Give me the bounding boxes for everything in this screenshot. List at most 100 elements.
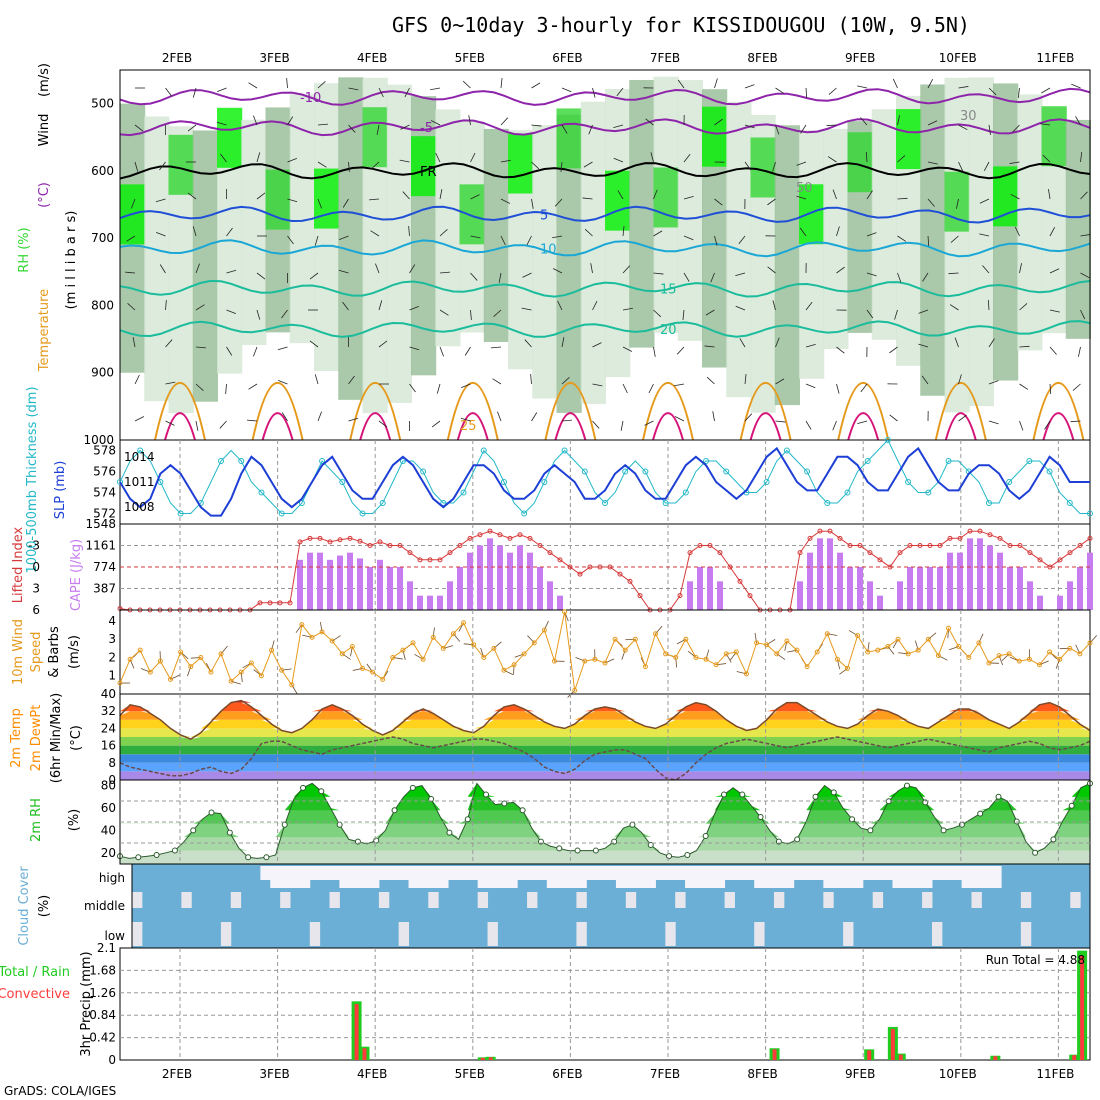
ylabel-wind-units: (m/s) [67,635,82,669]
li-point [997,535,1003,541]
cape-bar [557,595,563,610]
cape-bar [397,567,403,610]
wind-barb [650,152,654,163]
wind10m-point [339,651,345,657]
wind-barb [592,342,602,348]
rh2m-point [1068,802,1075,809]
cape-bar [827,538,833,610]
cloud-high-clear [319,866,331,880]
wind-barb [309,340,319,348]
contour-warm [837,381,890,441]
rh-band [1065,119,1091,339]
thickness-point [1046,468,1053,475]
ylabel-wind: Wind [37,114,52,147]
wind-barb [309,272,319,280]
li-point [897,550,903,556]
wind-barb [552,268,563,274]
wind10m-point [915,647,921,653]
wind-barb [342,198,349,208]
thickness-point [642,468,649,475]
cloud-high-clear [635,866,647,888]
rh2m-point [153,852,160,859]
wind-barb [317,411,322,422]
li-point [387,543,393,548]
cape-bar [907,567,913,610]
cape-tick: 1548 [85,517,116,531]
rh2m-point [245,854,252,861]
wind-barb [836,226,840,237]
wind10m-tick: 3 [108,632,116,646]
wind10m-point [784,638,790,644]
cloud-mid-clear [181,892,192,908]
cloud-high-clear [892,866,903,888]
cloud-high-clear [981,866,992,888]
date-tick-bottom: 3FEB [259,1067,289,1081]
wind10m-point [582,658,588,664]
date-tick-bottom: 7FEB [650,1067,680,1081]
wind10m-point [157,658,163,664]
wind-barb [554,198,563,207]
cape-bar [867,581,873,610]
wind-barb [256,192,266,200]
wind-barb [404,87,410,98]
wind-barb [799,227,807,237]
cloud-high-clear [290,866,301,888]
wind-barb [828,87,837,95]
wind-barb [348,161,350,172]
wind10m-point [531,640,537,646]
wind10m-point [824,631,830,637]
rh2m-point [757,813,764,820]
wind-barb [1080,272,1090,279]
rh2m-point [629,821,636,828]
thickness-tick: 576 [93,465,116,479]
wind10m-point [1026,656,1032,662]
wind-barb [805,420,812,430]
cloud-high-clear [457,866,469,880]
cape-bar [527,552,533,610]
cloud-high-clear [941,866,953,880]
wind10m-point [865,649,871,655]
li-point [557,557,563,563]
thickness-point [1006,479,1013,485]
wind-barb [287,235,294,245]
li-point [307,535,313,541]
wind-barb [439,189,443,200]
rh-moist [459,184,485,245]
pressure-tick: 1000 [83,433,114,447]
cape-bar [317,552,323,610]
rh2m-point [336,821,343,828]
wind-barb [470,309,472,320]
wind-barb [217,87,227,92]
rh-moist [944,171,970,232]
pressure-tick: 600 [91,164,114,178]
thickness-point [703,458,710,464]
contour-label-p15: 15 [660,283,677,298]
wind10m-point [1047,649,1053,655]
li-point [407,550,413,556]
wind-barb [256,309,261,320]
cape-bar [297,559,303,610]
cloud-high-clear [744,866,755,880]
wind-barb [561,87,572,93]
li-point [867,550,873,556]
pressure-tick: 900 [91,366,114,380]
li-point [987,532,993,538]
li-point [847,543,853,548]
cloud-high-clear [912,866,923,888]
li-point [717,550,723,556]
wind-barb [287,116,294,126]
wind-barb [889,346,898,354]
wind-barb [409,346,420,351]
wind-barb [468,115,471,126]
li-point [627,578,633,584]
cape-bar [977,538,983,610]
rh2m-point [391,807,398,814]
wind10m-point [855,633,861,639]
wind10m-point [258,673,264,679]
rh2m-point [666,853,673,860]
wind-barb [653,309,662,318]
cloud-high-clear [359,866,370,888]
li-point [577,571,583,577]
wind-barb [286,78,288,89]
date-tick-bottom: 5FEB [455,1067,485,1081]
